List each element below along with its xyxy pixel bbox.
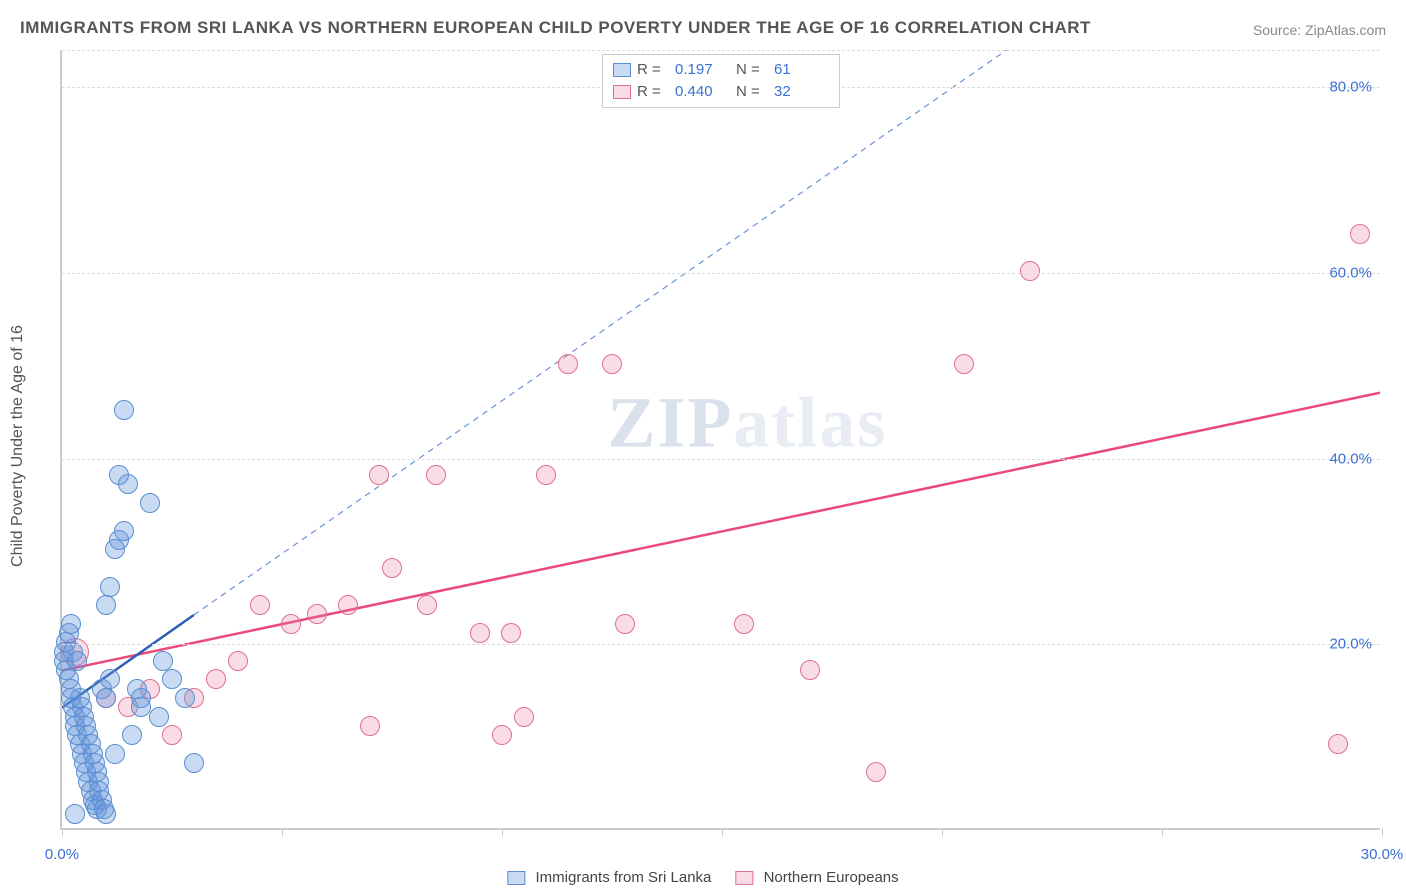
legend-item-blue: Immigrants from Sri Lanka — [507, 869, 711, 886]
x-tick — [502, 828, 503, 836]
x-tick — [1162, 828, 1163, 836]
r-label: R = — [637, 59, 669, 81]
r-value-blue: 0.197 — [675, 59, 730, 81]
y-axis-label: Child Poverty Under the Age of 16 — [9, 325, 27, 567]
swatch-pink-icon — [613, 85, 631, 99]
n-value-pink: 32 — [774, 81, 829, 103]
x-tick — [942, 828, 943, 836]
x-tick-label: 0.0% — [45, 846, 79, 863]
legend-label-blue: Immigrants from Sri Lanka — [536, 869, 712, 886]
x-tick — [1382, 828, 1383, 836]
plot-area: ZIPatlas R = 0.197 N = 61 R = 0.440 N = … — [60, 50, 1380, 830]
chart-title: IMMIGRANTS FROM SRI LANKA VS NORTHERN EU… — [20, 18, 1091, 38]
legend-row-pink: R = 0.440 N = 32 — [613, 81, 829, 103]
r-value-pink: 0.440 — [675, 81, 730, 103]
n-label: N = — [736, 59, 768, 81]
legend-row-blue: R = 0.197 N = 61 — [613, 59, 829, 81]
correlation-legend: R = 0.197 N = 61 R = 0.440 N = 32 — [602, 54, 840, 108]
swatch-pink-icon — [735, 871, 753, 885]
legend-label-pink: Northern Europeans — [764, 869, 899, 886]
x-tick — [62, 828, 63, 836]
swatch-blue-icon — [507, 871, 525, 885]
legend-item-pink: Northern Europeans — [735, 869, 898, 886]
x-tick-label: 30.0% — [1361, 846, 1404, 863]
series-legend: Immigrants from Sri Lanka Northern Europ… — [507, 869, 898, 886]
swatch-blue-icon — [613, 63, 631, 77]
x-tick — [282, 828, 283, 836]
n-value-blue: 61 — [774, 59, 829, 81]
source-attribution: Source: ZipAtlas.com — [1253, 22, 1386, 38]
n-label: N = — [736, 81, 768, 103]
r-label: R = — [637, 81, 669, 103]
xticks-layer: 0.0%30.0% — [62, 50, 1380, 828]
x-tick — [722, 828, 723, 836]
